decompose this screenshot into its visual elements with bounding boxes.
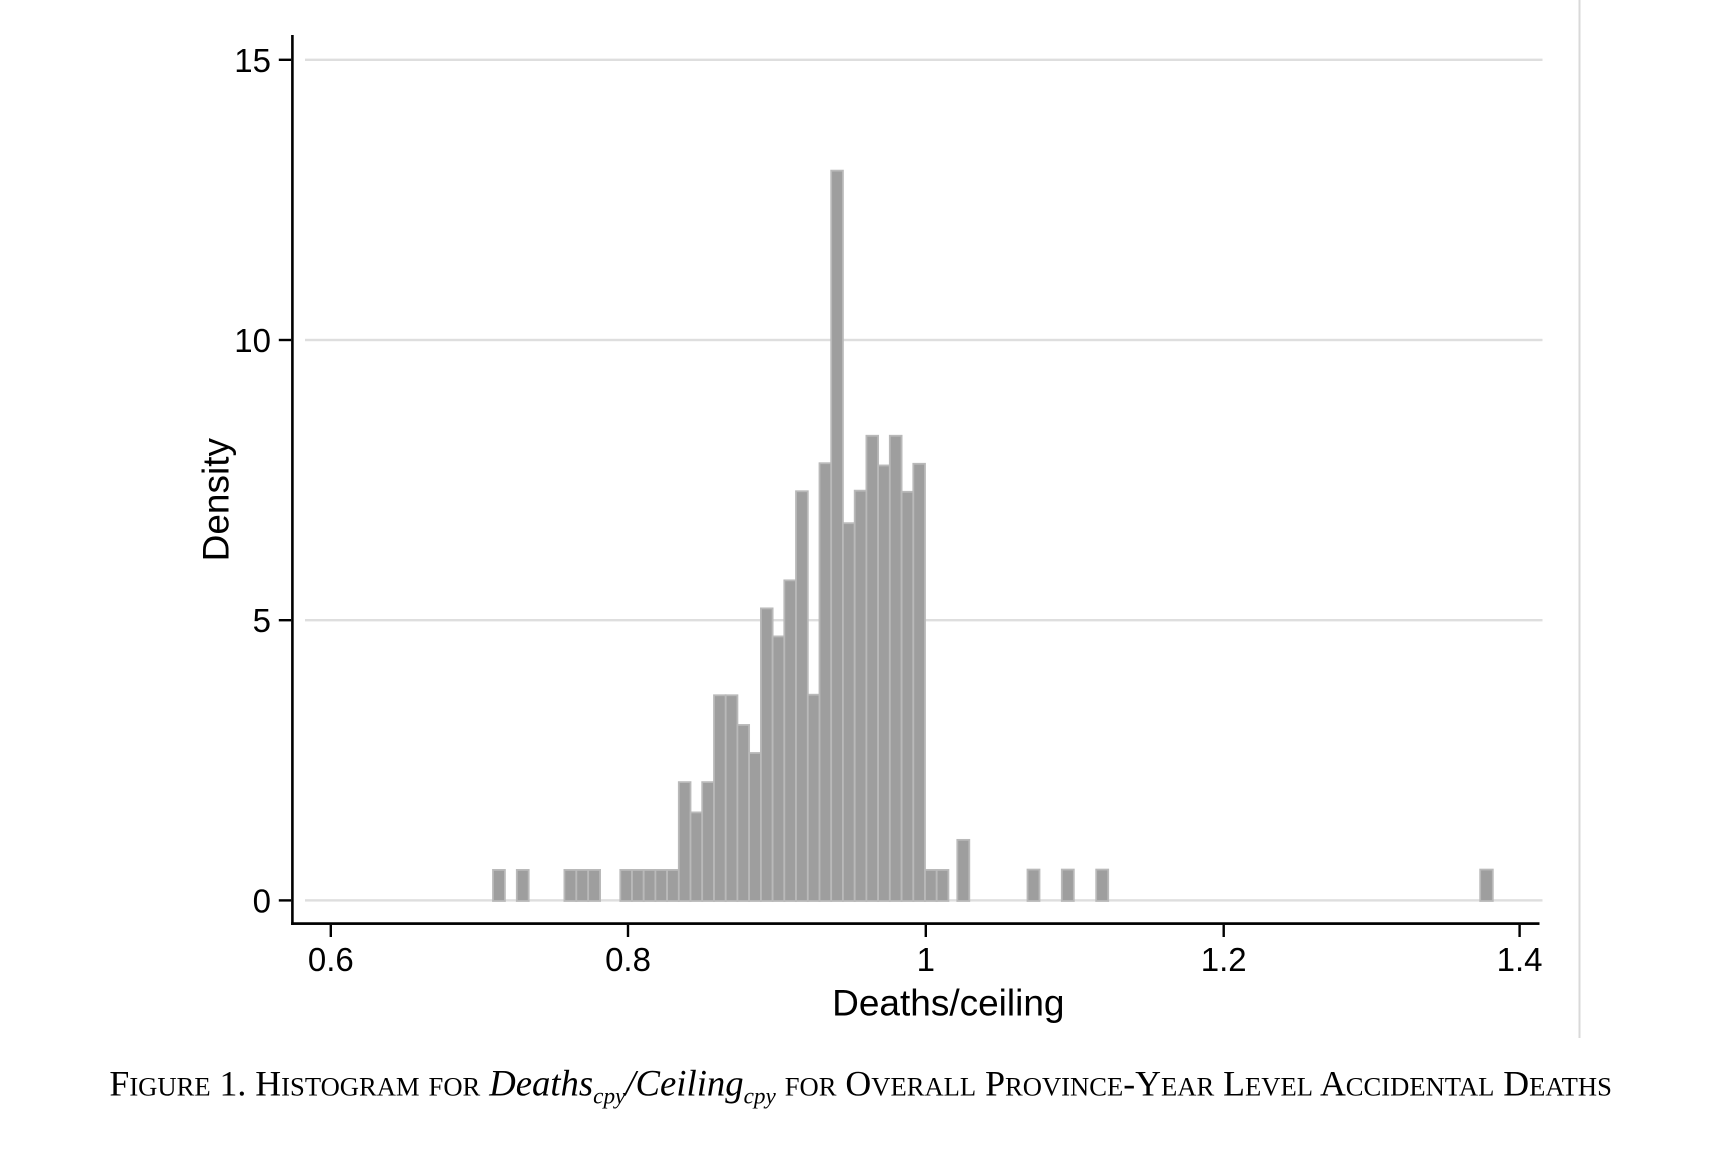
svg-text:15: 15 (234, 42, 271, 79)
svg-text:5: 5 (253, 602, 271, 639)
svg-text:0.6: 0.6 (308, 941, 354, 978)
svg-text:0.8: 0.8 (605, 941, 651, 978)
svg-text:1: 1 (917, 941, 935, 978)
svg-text:1.2: 1.2 (1201, 941, 1247, 978)
svg-text:10: 10 (234, 322, 271, 359)
svg-text:1.4: 1.4 (1497, 941, 1543, 978)
svg-text:Deaths/ceiling: Deaths/ceiling (832, 982, 1064, 1023)
svg-text:Density: Density (196, 438, 237, 562)
svg-text:0: 0 (253, 882, 271, 919)
